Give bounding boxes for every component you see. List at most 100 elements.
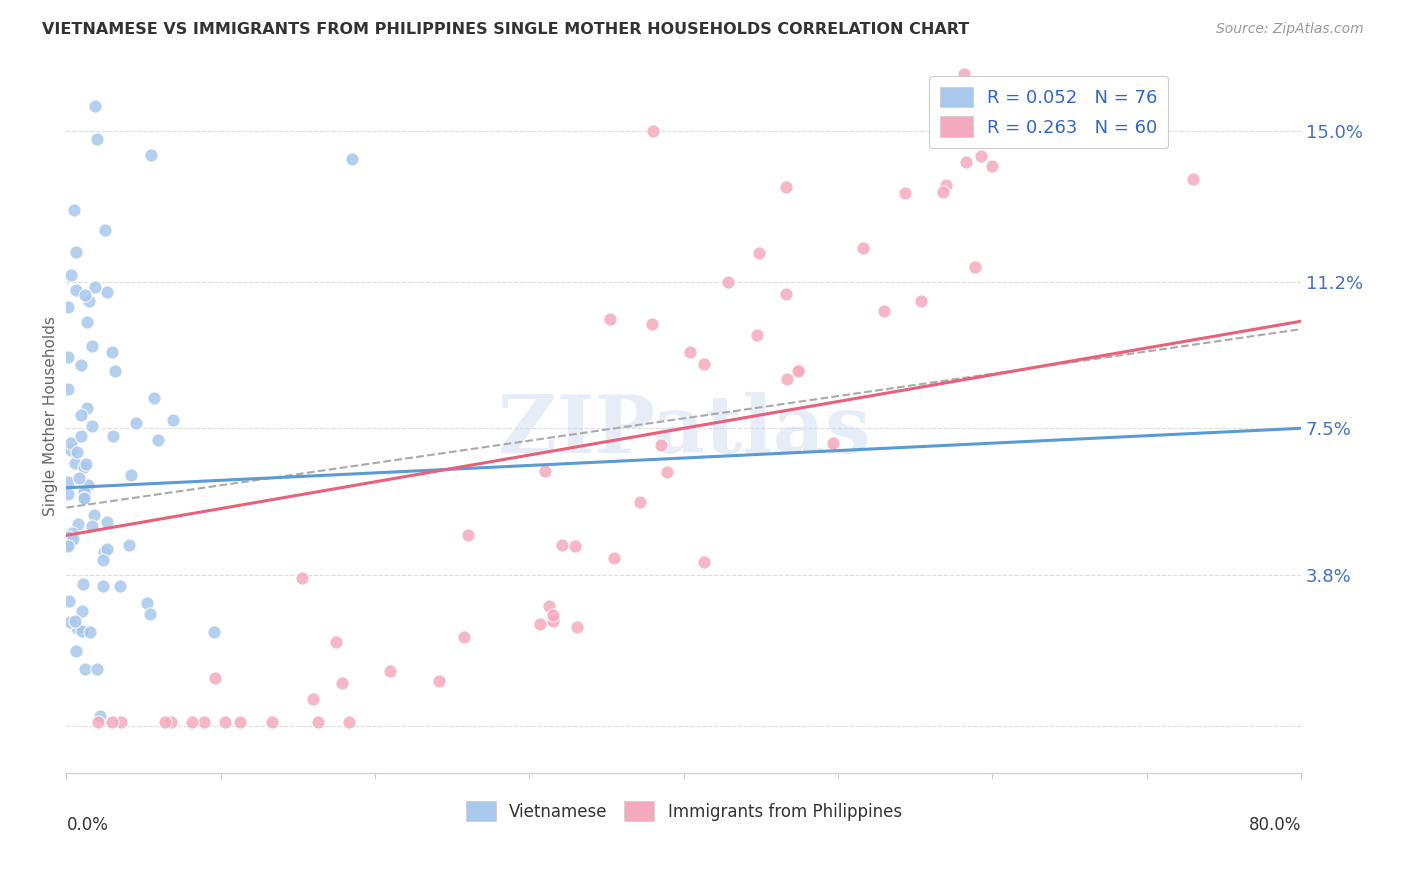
Point: [427, 673, 450, 688]
Text: VIETNAMESE VS IMMIGRANTS FROM PHILIPPINES SINGLE MOTHER HOUSEHOLDS CORRELATION C: VIETNAMESE VS IMMIGRANTS FROM PHILIPPINE…: [42, 22, 969, 37]
Point: [214, 714, 236, 729]
Point: [94, 223, 117, 237]
Point: [325, 634, 347, 648]
Point: [162, 413, 184, 427]
Point: [77, 293, 100, 308]
Point: [965, 260, 987, 274]
Point: [73, 459, 96, 474]
Point: [56, 351, 79, 365]
Point: [120, 468, 142, 483]
Point: [82, 338, 104, 352]
Y-axis label: Single Mother Households: Single Mother Households: [44, 317, 58, 516]
Point: [564, 539, 586, 553]
Point: [89, 709, 111, 723]
Point: [82, 518, 104, 533]
Point: [380, 664, 402, 678]
Point: [543, 608, 565, 623]
Point: [301, 692, 323, 706]
Point: [260, 714, 283, 729]
Point: [76, 315, 98, 329]
Point: [60, 268, 83, 282]
Point: [641, 317, 664, 331]
Point: [110, 714, 132, 729]
Point: [337, 714, 360, 729]
Point: [603, 551, 626, 566]
Point: [65, 644, 87, 658]
Point: [66, 621, 89, 635]
Point: [72, 577, 94, 591]
Point: [550, 538, 572, 552]
Point: [970, 149, 993, 163]
Point: [96, 285, 118, 299]
Text: Source: ZipAtlas.com: Source: ZipAtlas.com: [1216, 22, 1364, 37]
Point: [56, 537, 79, 551]
Point: [73, 491, 96, 506]
Point: [180, 714, 202, 729]
Point: [69, 358, 91, 372]
Point: [894, 186, 917, 201]
Point: [155, 714, 177, 729]
Point: [118, 538, 141, 552]
Point: [59, 531, 82, 545]
Point: [65, 244, 87, 259]
Point: [56, 475, 79, 490]
Point: [91, 579, 114, 593]
Text: 0.0%: 0.0%: [66, 816, 108, 834]
Point: [787, 364, 810, 378]
Point: [83, 99, 105, 113]
Point: [72, 491, 94, 505]
Point: [75, 457, 97, 471]
Point: [146, 433, 169, 447]
Point: [748, 246, 770, 260]
Point: [717, 275, 740, 289]
Point: [775, 180, 797, 194]
Point: [104, 364, 127, 378]
Point: [56, 382, 79, 396]
Point: [86, 132, 108, 146]
Point: [59, 436, 82, 450]
Point: [457, 528, 479, 542]
Point: [953, 67, 976, 81]
Point: [160, 714, 183, 729]
Point: [202, 624, 225, 639]
Point: [59, 615, 82, 630]
Point: [291, 571, 314, 585]
Point: [628, 495, 651, 509]
Legend: Vietnamese, Immigrants from Philippines: Vietnamese, Immigrants from Philippines: [457, 793, 910, 829]
Point: [70, 604, 93, 618]
Point: [63, 456, 86, 470]
Point: [56, 486, 79, 500]
Point: [83, 508, 105, 523]
Point: [787, 363, 810, 377]
Point: [641, 124, 664, 138]
Text: ZIPatlas: ZIPatlas: [498, 392, 870, 470]
Point: [63, 203, 86, 218]
Point: [141, 147, 163, 161]
Point: [56, 300, 79, 314]
Point: [204, 672, 226, 686]
Point: [745, 328, 768, 343]
Point: [125, 416, 148, 430]
Point: [60, 526, 83, 541]
Point: [103, 429, 125, 443]
Point: [775, 287, 797, 301]
Point: [60, 443, 83, 458]
Point: [980, 159, 1002, 173]
Point: [87, 714, 110, 729]
Point: [679, 345, 702, 359]
Point: [65, 614, 87, 628]
Point: [66, 444, 89, 458]
Point: [340, 152, 363, 166]
Point: [70, 624, 93, 639]
Point: [330, 676, 353, 690]
Point: [931, 185, 953, 199]
Point: [96, 541, 118, 556]
Point: [75, 287, 97, 301]
Point: [453, 630, 475, 644]
Point: [307, 714, 329, 729]
Point: [70, 408, 93, 422]
Point: [86, 662, 108, 676]
Point: [193, 714, 215, 729]
Text: 80.0%: 80.0%: [1249, 816, 1301, 834]
Point: [108, 579, 131, 593]
